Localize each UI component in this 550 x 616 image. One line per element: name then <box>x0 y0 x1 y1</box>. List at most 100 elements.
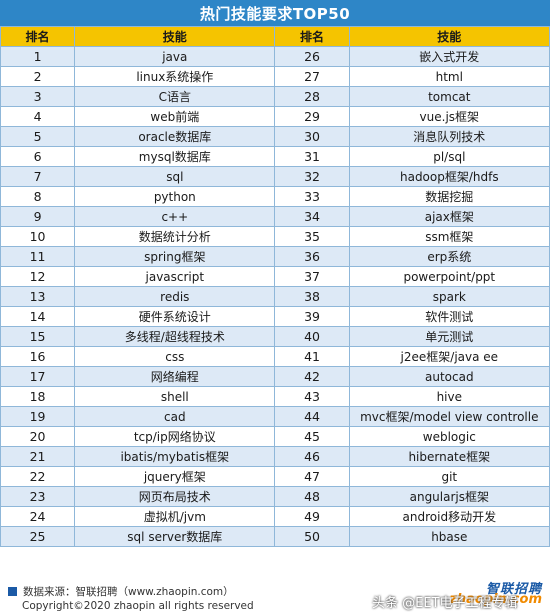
rank-cell-left: 11 <box>0 246 76 267</box>
table-title-bar: 热门技能要求TOP50 <box>0 0 550 26</box>
skill-cell-left: 虚拟机/jvm <box>74 506 276 527</box>
skill-cell-left: mysql数据库 <box>74 146 276 167</box>
skill-cell-right: mvc框架/model view controlle <box>348 406 550 427</box>
skill-cell-left: 数据统计分析 <box>74 226 276 247</box>
skill-cell-right: ajax框架 <box>348 206 550 227</box>
rank-cell-right: 35 <box>274 226 350 247</box>
table-row: 13 redis 38 spark <box>0 286 550 307</box>
skill-cell-right: hibernate框架 <box>348 446 550 467</box>
rank-cell-left: 19 <box>0 406 76 427</box>
skill-cell-right: autocad <box>348 366 550 387</box>
skill-cell-right: hadoop框架/hdfs <box>348 166 550 187</box>
skill-cell-right: hbase <box>348 526 550 547</box>
skill-cell-left: css <box>74 346 276 367</box>
skill-cell-left: redis <box>74 286 276 307</box>
table-row: 21 ibatis/mybatis框架 46 hibernate框架 <box>0 446 550 467</box>
skills-table-container: 排名 技能 排名 技能 1 java 26 嵌入式开发 2 linux系统操作 27 html… <box>0 26 550 547</box>
rank-cell-left: 13 <box>0 286 76 307</box>
rank-cell-right: 37 <box>274 266 350 287</box>
table-row: 7 sql 32 hadoop框架/hdfs <box>0 166 550 187</box>
watermark: 头条 @EET电子工程专辑 <box>372 596 518 611</box>
skill-cell-left: tcp/ip网络协议 <box>74 426 276 447</box>
table-row: 4 web前端 29 vue.js框架 <box>0 106 550 127</box>
table-row: 18 shell 43 hive <box>0 386 550 407</box>
footer: 数据来源：智联招聘（www.zhaopin.com） Copyright©202… <box>0 572 550 616</box>
table-row: 14 硬件系统设计 39 软件测试 <box>0 306 550 327</box>
skill-cell-left: linux系统操作 <box>74 66 276 87</box>
skill-cell-left: spring框架 <box>74 246 276 267</box>
skill-cell-left: 网页布局技术 <box>74 486 276 507</box>
header-skill-left: 技能 <box>74 26 276 47</box>
table-row: 10 数据统计分析 35 ssm框架 <box>0 226 550 247</box>
skill-cell-right: hive <box>348 386 550 407</box>
rank-cell-left: 2 <box>0 66 76 87</box>
skill-cell-right: erp系统 <box>348 246 550 267</box>
rank-cell-left: 7 <box>0 166 76 187</box>
skill-cell-left: java <box>74 46 276 67</box>
table-row: 8 python 33 数据挖掘 <box>0 186 550 207</box>
table-row: 16 css 41 j2ee框架/java ee <box>0 346 550 367</box>
copyright-text: Copyright©2020 zhaopin all rights reserv… <box>22 600 254 612</box>
table-row: 9 c++ 34 ajax框架 <box>0 206 550 227</box>
skill-cell-left: cad <box>74 406 276 427</box>
rank-cell-right: 30 <box>274 126 350 147</box>
skill-cell-left: c++ <box>74 206 276 227</box>
header-rank-left: 排名 <box>0 26 76 47</box>
skill-cell-left: oracle数据库 <box>74 126 276 147</box>
rank-cell-left: 6 <box>0 146 76 167</box>
skill-cell-left: 多线程/超线程技术 <box>74 326 276 347</box>
source-text: 数据来源：智联招聘（www.zhaopin.com） <box>23 586 234 598</box>
rank-cell-right: 36 <box>274 246 350 267</box>
skill-cell-left: ibatis/mybatis框架 <box>74 446 276 467</box>
rank-cell-left: 1 <box>0 46 76 67</box>
rank-cell-right: 31 <box>274 146 350 167</box>
table-row: 11 spring框架 36 erp系统 <box>0 246 550 267</box>
table-row: 20 tcp/ip网络协议 45 weblogic <box>0 426 550 447</box>
table-header-row: 排名 技能 排名 技能 <box>0 26 550 47</box>
skill-cell-right: pl/sql <box>348 146 550 167</box>
rank-cell-right: 49 <box>274 506 350 527</box>
skill-cell-left: javascript <box>74 266 276 287</box>
rank-cell-left: 18 <box>0 386 76 407</box>
square-bullet-icon <box>8 587 17 596</box>
skill-cell-right: ssm框架 <box>348 226 550 247</box>
table-row: 12 javascript 37 powerpoint/ppt <box>0 266 550 287</box>
rank-cell-left: 20 <box>0 426 76 447</box>
logo-english-text: zhaopin.com <box>449 592 542 607</box>
table-row: 3 C语言 28 tomcat <box>0 86 550 107</box>
rank-cell-right: 42 <box>274 366 350 387</box>
rank-cell-right: 40 <box>274 326 350 347</box>
skill-cell-right: 嵌入式开发 <box>348 46 550 67</box>
skill-cell-left: 网络编程 <box>74 366 276 387</box>
table-body: 1 java 26 嵌入式开发 2 linux系统操作 27 html 3 C语言 28 tomcat… <box>0 46 550 547</box>
logo-chinese-text: 智联招聘 <box>485 582 542 597</box>
rank-cell-left: 16 <box>0 346 76 367</box>
rank-cell-left: 25 <box>0 526 76 547</box>
rank-cell-right: 32 <box>274 166 350 187</box>
rank-cell-left: 15 <box>0 326 76 347</box>
table-title: 热门技能要求TOP50 <box>199 4 351 23</box>
rank-cell-right: 48 <box>274 486 350 507</box>
skill-cell-right: 单元测试 <box>348 326 550 347</box>
rank-cell-right: 47 <box>274 466 350 487</box>
rank-cell-right: 27 <box>274 66 350 87</box>
rank-cell-left: 12 <box>0 266 76 287</box>
rank-cell-left: 23 <box>0 486 76 507</box>
rank-cell-right: 29 <box>274 106 350 127</box>
skill-cell-left: python <box>74 186 276 207</box>
skill-cell-right: tomcat <box>348 86 550 107</box>
table-row: 22 jquery框架 47 git <box>0 466 550 487</box>
rank-cell-right: 41 <box>274 346 350 367</box>
rank-cell-left: 4 <box>0 106 76 127</box>
skill-cell-left: sql <box>74 166 276 187</box>
skill-cell-right: 消息队列技术 <box>348 126 550 147</box>
skill-cell-left: C语言 <box>74 86 276 107</box>
rank-cell-left: 24 <box>0 506 76 527</box>
rank-cell-left: 17 <box>0 366 76 387</box>
skills-table: 排名 技能 排名 技能 1 java 26 嵌入式开发 2 linux系统操作 27 html… <box>0 26 550 547</box>
rank-cell-right: 43 <box>274 386 350 407</box>
skill-cell-right: spark <box>348 286 550 307</box>
skill-cell-right: android移动开发 <box>348 506 550 527</box>
skill-cell-right: html <box>348 66 550 87</box>
skill-cell-right: git <box>348 466 550 487</box>
